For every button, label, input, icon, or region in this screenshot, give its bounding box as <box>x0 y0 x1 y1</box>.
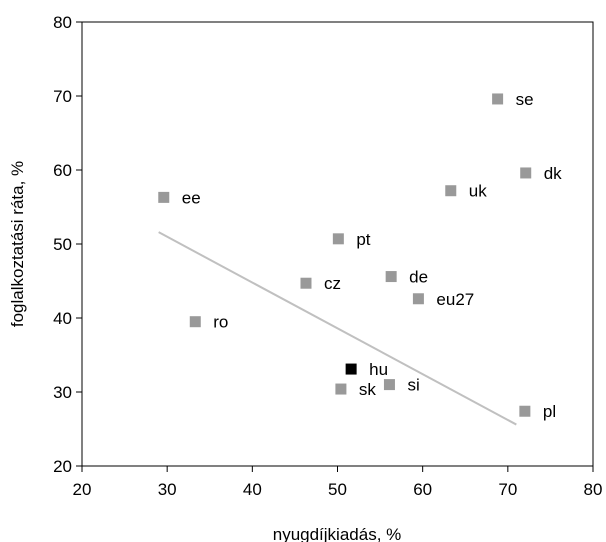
data-point-se <box>492 93 504 105</box>
x-tick-label: 50 <box>328 480 347 499</box>
y-tick-label: 20 <box>53 457 72 476</box>
point-label-de: de <box>409 268 428 287</box>
x-tick-label: 30 <box>158 480 177 499</box>
point-label-sk: sk <box>359 380 377 399</box>
data-point-pl <box>519 405 531 417</box>
data-point-dk <box>520 167 532 179</box>
y-tick-label: 70 <box>53 87 72 106</box>
x-tick-label: 40 <box>243 480 262 499</box>
data-point-ee <box>158 191 170 203</box>
point-label-uk: uk <box>469 182 487 201</box>
data-point-uk <box>445 185 457 197</box>
data-point-de <box>385 271 397 283</box>
y-axis-title: foglalkoztatási ráta, % <box>8 161 27 327</box>
y-tick-label: 40 <box>53 309 72 328</box>
data-point-hu <box>345 363 357 375</box>
point-label-ee: ee <box>182 188 201 207</box>
y-axis-ticks: 20 30 40 50 60 70 80 <box>53 13 82 476</box>
x-tick-label: 80 <box>584 480 603 499</box>
y-tick-label: 30 <box>53 383 72 402</box>
point-label-pl: pl <box>543 402 556 421</box>
x-axis-title: nyugdíjkiadás, % <box>273 525 402 542</box>
point-label-hu: hu <box>369 360 388 379</box>
point-label-se: se <box>516 90 534 109</box>
x-tick-label: 60 <box>413 480 432 499</box>
point-label-dk: dk <box>544 164 562 183</box>
trendline <box>158 231 517 426</box>
data-point-ro <box>189 316 201 328</box>
y-tick-label: 60 <box>53 161 72 180</box>
data-point-si <box>383 379 395 391</box>
y-tick-label: 80 <box>53 13 72 32</box>
x-axis-ticks: 20 30 40 50 60 70 80 <box>73 466 603 499</box>
data-point-eu27 <box>412 293 424 305</box>
x-tick-label: 20 <box>73 480 92 499</box>
data-point-sk <box>335 383 347 395</box>
y-tick-label: 50 <box>53 235 72 254</box>
point-label-si: si <box>407 376 419 395</box>
point-label-cz: cz <box>324 274 341 293</box>
point-label-pt: pt <box>356 230 370 249</box>
x-tick-label: 70 <box>498 480 517 499</box>
data-point-cz <box>300 277 312 289</box>
point-label-eu27: eu27 <box>436 290 474 309</box>
point-label-ro: ro <box>213 313 228 332</box>
data-point-pt <box>332 233 344 245</box>
